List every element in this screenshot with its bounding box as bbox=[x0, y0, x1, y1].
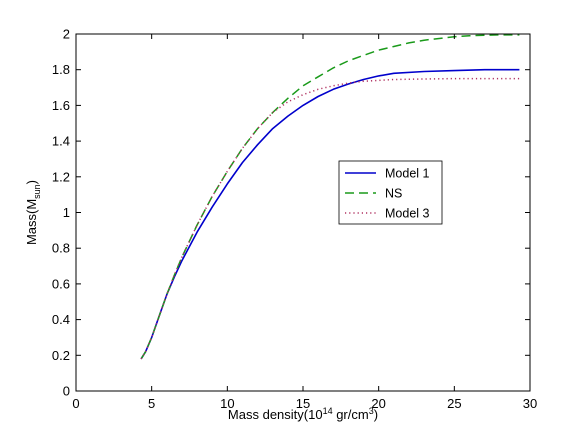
y-tick-label: 0.4 bbox=[52, 312, 70, 327]
y-axis-label-suffix: ) bbox=[24, 180, 39, 184]
x-tick-label: 30 bbox=[523, 396, 537, 411]
legend-label-1: Model 1 bbox=[385, 167, 430, 181]
x-axis-label: Mass density(1014 gr/cm3) bbox=[228, 406, 378, 422]
y-tick-label: 0.8 bbox=[52, 241, 70, 256]
x-tick-label: 25 bbox=[447, 396, 461, 411]
plot-area bbox=[76, 34, 530, 391]
x-axis-label-exponent-2: 3 bbox=[369, 406, 374, 416]
x-axis-label-exponent: 14 bbox=[323, 406, 333, 416]
x-tick-label: 5 bbox=[148, 396, 155, 411]
x-tick-label: 20 bbox=[371, 396, 385, 411]
y-tick-label: 1.4 bbox=[52, 134, 70, 149]
y-tick-label: 1.8 bbox=[52, 62, 70, 77]
x-tick-label: 0 bbox=[72, 396, 79, 411]
y-tick-label: 0 bbox=[63, 384, 70, 399]
x-tick-label: 10 bbox=[220, 396, 234, 411]
x-axis-label-unit: gr/cm bbox=[333, 407, 369, 422]
legend-label-3: Model 3 bbox=[385, 207, 430, 221]
y-tick-label: 1.2 bbox=[52, 169, 70, 184]
y-tick-label: 1 bbox=[63, 205, 70, 220]
legend: Model 1 NS Model 3 bbox=[338, 160, 443, 225]
tick-layer: 0 5 10 15 20 25 30 0 0.2 0.4 0.6 0.8 1 1.2 1.4 1.6 1.8 2 bbox=[52, 27, 537, 412]
y-tick-label: 2 bbox=[63, 27, 70, 42]
y-axis-label: Mass(Msun) bbox=[24, 180, 42, 245]
x-tick-label: 15 bbox=[296, 396, 310, 411]
series-line-3 bbox=[140, 77, 520, 360]
legend-label-2: NS bbox=[385, 187, 402, 201]
series-layer bbox=[140, 34, 520, 360]
y-axis-label-subscript: sun bbox=[32, 184, 42, 199]
y-axis-label-prefix: Mass(M bbox=[24, 199, 39, 245]
x-axis-label-suffix: ) bbox=[374, 407, 378, 422]
y-tick-label: 1.6 bbox=[52, 98, 70, 113]
x-axis-label-prefix: Mass density(10 bbox=[228, 407, 323, 422]
y-tick-label: 0.2 bbox=[52, 348, 70, 363]
y-tick-label: 0.6 bbox=[52, 276, 70, 291]
series-line-1 bbox=[140, 68, 520, 360]
legend-box bbox=[338, 160, 443, 225]
